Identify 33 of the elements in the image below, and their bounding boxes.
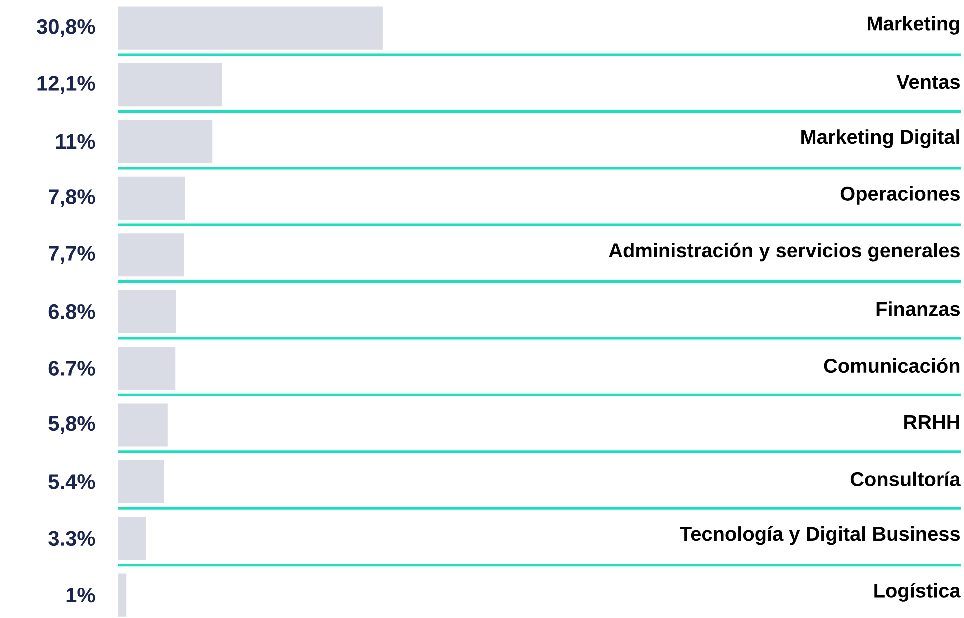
y-tick-label: Marketing Digital: [802, 130, 960, 148]
bar: [118, 346, 176, 390]
y-tick-label: Tecnología y Digital Business: [680, 526, 960, 546]
data-label: 30,8%: [36, 19, 96, 38]
bar: [118, 517, 146, 560]
bar: [118, 290, 176, 334]
data-label: 5,8%: [48, 416, 96, 434]
data-label: 7,8%: [49, 190, 96, 208]
y-tick-label: Ventas: [896, 75, 960, 90]
bar: [118, 6, 383, 50]
bar: [118, 234, 184, 277]
y-tick-label: Logística: [874, 583, 961, 602]
data-label: 5.4%: [48, 474, 96, 490]
y-tick-label: Finanzas: [876, 302, 960, 316]
data-label: 3.3%: [48, 531, 96, 546]
bar: [118, 574, 127, 617]
bar: [118, 176, 186, 220]
y-tick-label: Operaciones: [840, 186, 960, 205]
data-label: 7,7%: [49, 246, 96, 264]
data-label: 1%: [66, 588, 96, 603]
y-tick-label: RRHH: [904, 416, 960, 430]
y-tick-label: Comunicación: [824, 358, 960, 374]
data-label: 6.8%: [48, 304, 96, 320]
bar: [118, 404, 168, 447]
bar: [118, 460, 164, 504]
bar: [118, 64, 222, 107]
data-label: 6.7%: [48, 361, 96, 376]
bar: [118, 120, 213, 164]
data-label: 11%: [56, 134, 96, 150]
y-tick-label: Administración y servicios generales: [609, 242, 960, 262]
y-tick-label: Consultoría: [850, 472, 961, 486]
data-label: 12,1%: [38, 76, 96, 94]
y-tick-label: Marketing: [868, 16, 960, 35]
